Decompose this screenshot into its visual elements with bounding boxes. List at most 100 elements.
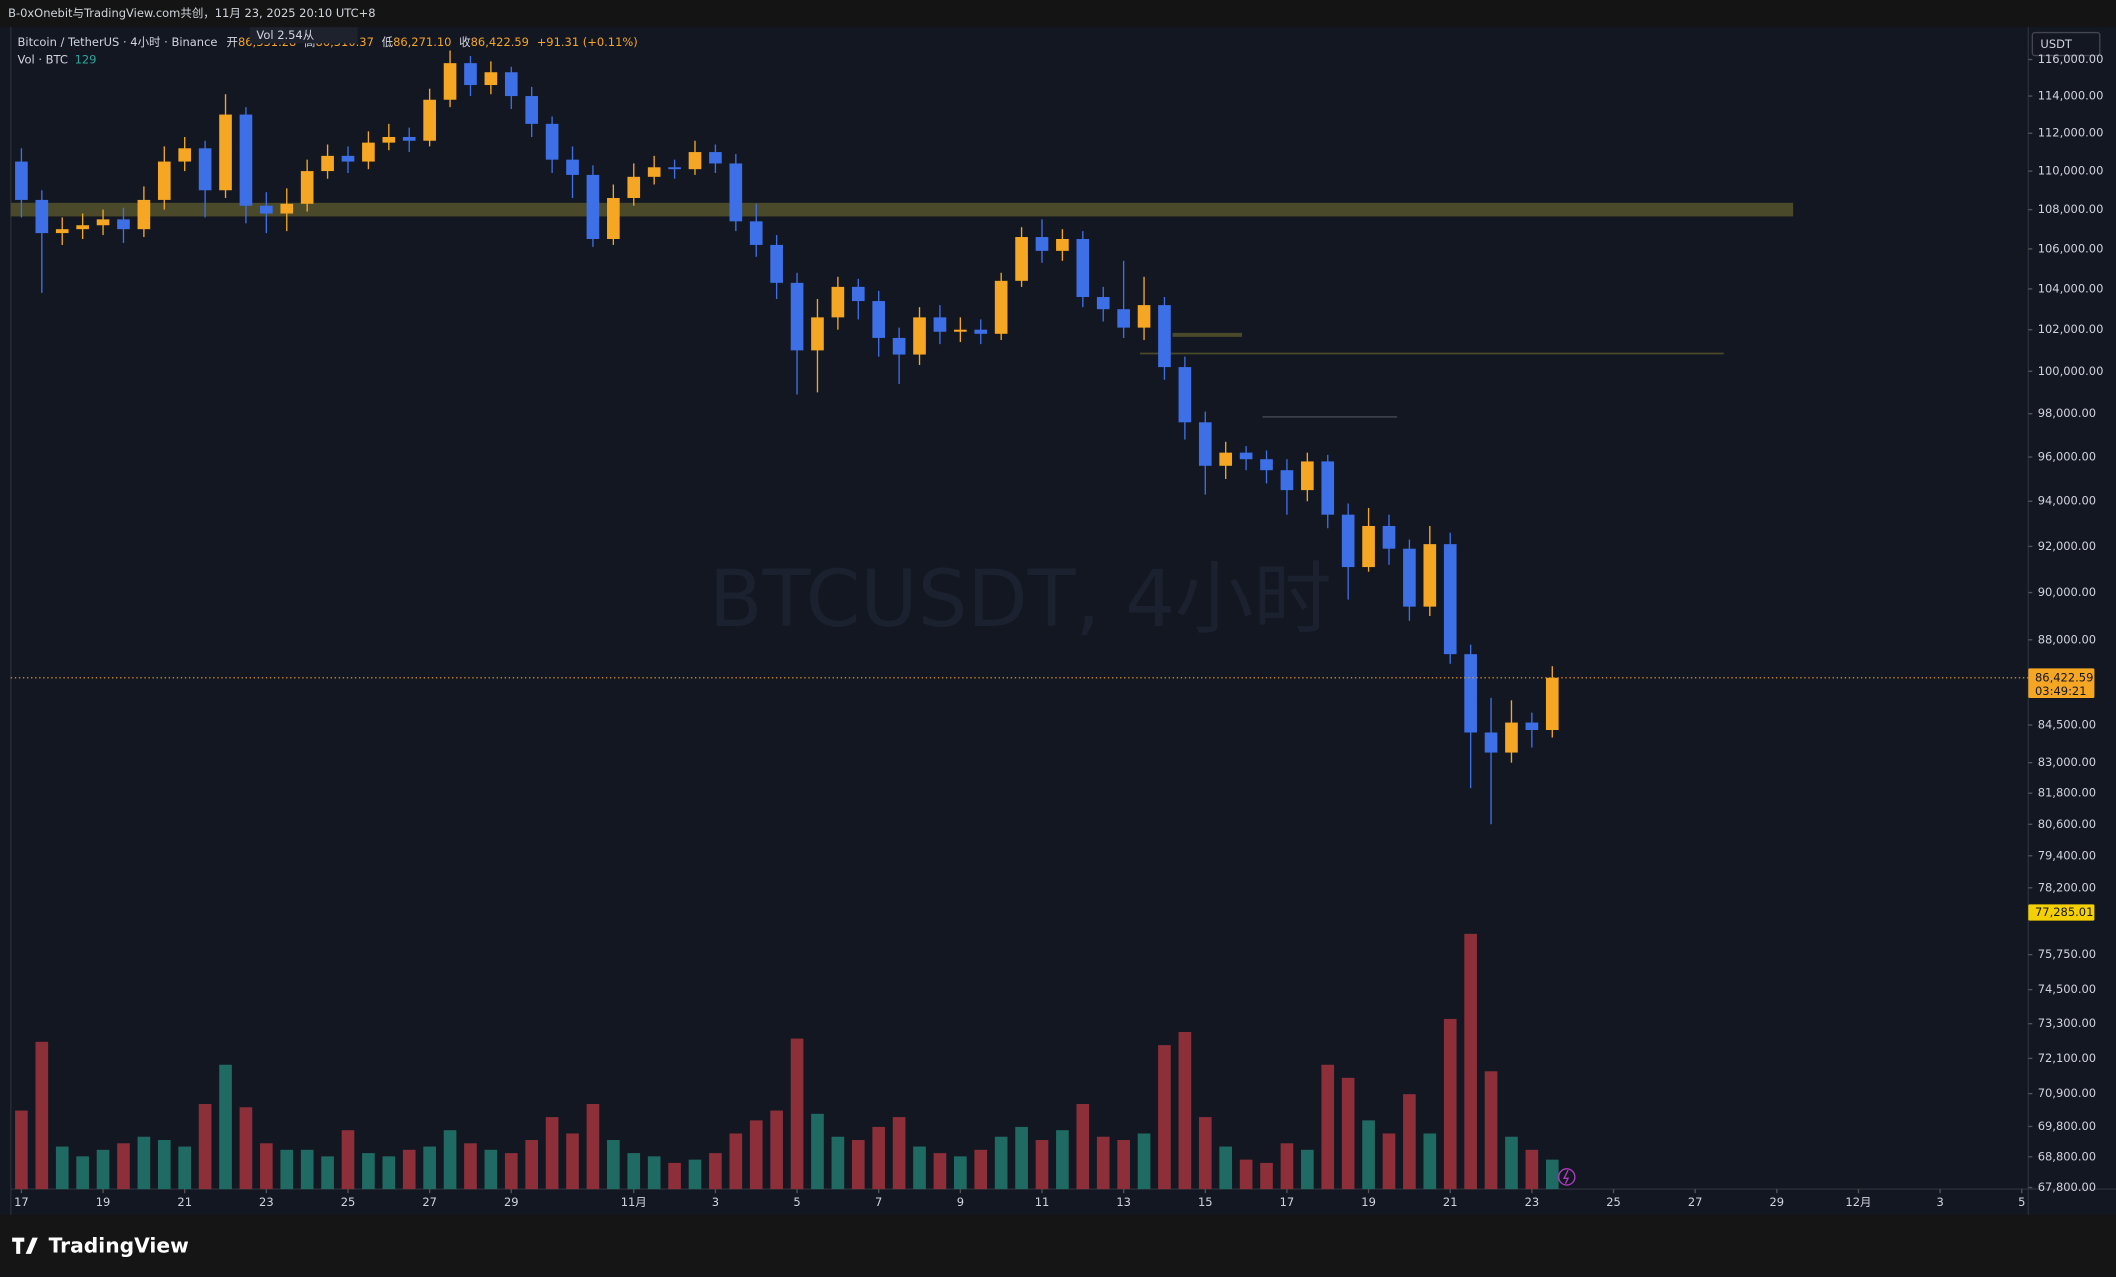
- candle-body: [647, 167, 661, 177]
- volume-bar: [892, 1117, 906, 1190]
- close-label: 收: [459, 35, 471, 49]
- x-tick-label: 25: [341, 1195, 356, 1209]
- candle-body: [1035, 237, 1049, 251]
- volume-bar: [1443, 1018, 1457, 1190]
- candle-body: [1484, 732, 1498, 753]
- volume-bar: [1239, 1159, 1253, 1190]
- candle-body: [1301, 461, 1314, 491]
- volume-bar: [1525, 1149, 1539, 1190]
- candle-body: [851, 286, 865, 302]
- low-label: 低: [382, 35, 394, 49]
- y-tick-label: 81,800.00: [2038, 786, 2096, 800]
- volume-bar: [1076, 1104, 1090, 1190]
- x-tick-label: 12月: [1845, 1195, 1871, 1209]
- volume-bar: [525, 1140, 539, 1190]
- candle-body: [709, 152, 722, 164]
- footer: [0, 1214, 2116, 1277]
- volume-bar: [811, 1113, 824, 1190]
- candle-body: [1117, 309, 1130, 328]
- candle-body: [790, 282, 804, 351]
- candle-body: [382, 136, 396, 143]
- x-tick-label: 9: [957, 1195, 964, 1209]
- candle-body: [76, 225, 89, 230]
- tooltip: Vol 2.54从: [256, 28, 314, 42]
- volume-header: Vol · BTC 129: [18, 52, 97, 66]
- x-tick-label: 11: [1035, 1195, 1050, 1209]
- y-tick-label: 92,000.00: [2038, 539, 2096, 553]
- volume-bar: [239, 1107, 253, 1190]
- volume-bar: [1056, 1130, 1069, 1190]
- candle-body: [770, 244, 783, 283]
- y-tick-label: 110,000.00: [2038, 164, 2104, 178]
- candle-body: [1239, 452, 1253, 460]
- volume-bar: [1015, 1126, 1028, 1190]
- candle-body: [341, 155, 355, 162]
- currency-box[interactable]: [2031, 31, 2101, 57]
- brand-logo: [12, 1237, 38, 1254]
- volume-bar: [1096, 1136, 1110, 1190]
- marker-price-label: 77,285.01: [2035, 905, 2093, 919]
- x-tick-label: 27: [1688, 1195, 1703, 1209]
- volume-bar: [1341, 1077, 1355, 1190]
- alert-icon[interactable]: [1557, 1168, 1576, 1186]
- volume-bar: [1321, 1064, 1335, 1190]
- volume-bar: [362, 1153, 375, 1190]
- volume-bar: [974, 1149, 988, 1190]
- y-tick-label: 90,000.00: [2038, 585, 2096, 599]
- countdown: 03:49:21: [2035, 684, 2087, 698]
- currency[interactable]: USDT: [2040, 37, 2073, 51]
- volume-bar: [1260, 1162, 1273, 1190]
- volume-bar: [1035, 1140, 1049, 1190]
- candle-body: [1158, 305, 1171, 368]
- candle-body: [607, 197, 620, 240]
- y-tick-label: 79,400.00: [2038, 848, 2096, 862]
- x-tick-label: 13: [1116, 1195, 1131, 1209]
- volume-bar: [300, 1149, 314, 1190]
- y-tick-label: 116,000.00: [2038, 52, 2104, 66]
- volume-bar: [688, 1159, 702, 1190]
- candle-body: [484, 72, 498, 86]
- candle-body: [586, 174, 600, 240]
- volume-bar: [913, 1146, 926, 1190]
- candle-body: [198, 148, 212, 191]
- last-price-tag: [2028, 668, 2095, 699]
- y-tick-label: 96,000.00: [2038, 450, 2096, 464]
- volume-bar: [1219, 1146, 1233, 1190]
- candle-body: [1341, 514, 1355, 568]
- candle-body: [1178, 367, 1192, 423]
- candle-body: [525, 96, 539, 124]
- volume-bar: [994, 1136, 1008, 1190]
- volume-bar: [1117, 1140, 1130, 1190]
- volume-bar: [566, 1133, 579, 1190]
- candle-body: [749, 221, 763, 245]
- candle-body: [1260, 459, 1273, 471]
- y-tick-label: 84,500.00: [2038, 718, 2096, 732]
- x-tick-label: 23: [1525, 1195, 1540, 1209]
- volume-bar: [1178, 1032, 1192, 1190]
- volume-bar: [933, 1153, 947, 1190]
- y-tick-label: 88,000.00: [2038, 632, 2096, 646]
- candle-body: [1076, 239, 1090, 297]
- x-tick-label: 17: [14, 1195, 29, 1209]
- x-tick-label: 25: [1606, 1195, 1621, 1209]
- x-tick-label: 29: [504, 1195, 519, 1209]
- volume-bar: [382, 1156, 396, 1190]
- volume-bar: [15, 1110, 28, 1190]
- volume-bar: [35, 1041, 49, 1190]
- top-bar-text: B-0xOnebit与TradingView.com共创，11月 23, 202…: [8, 6, 375, 20]
- volume-bar: [198, 1104, 212, 1190]
- candle-body: [35, 199, 49, 234]
- y-tick-label: 108,000.00: [2038, 202, 2104, 216]
- candle-body: [545, 123, 559, 160]
- x-tick-label: 21: [177, 1195, 192, 1209]
- volume-bar: [851, 1140, 865, 1190]
- last-price-label: 86,422.59: [2035, 670, 2093, 684]
- candle-body: [1280, 470, 1294, 491]
- close-value: 86,422.59: [471, 35, 529, 49]
- y-tick-label: 112,000.00: [2038, 126, 2104, 140]
- candle-body: [1382, 525, 1396, 549]
- candle-body: [1321, 461, 1335, 515]
- y-tick-label: 70,900.00: [2038, 1086, 2096, 1100]
- candle-body: [872, 301, 886, 338]
- candle-body: [402, 136, 416, 141]
